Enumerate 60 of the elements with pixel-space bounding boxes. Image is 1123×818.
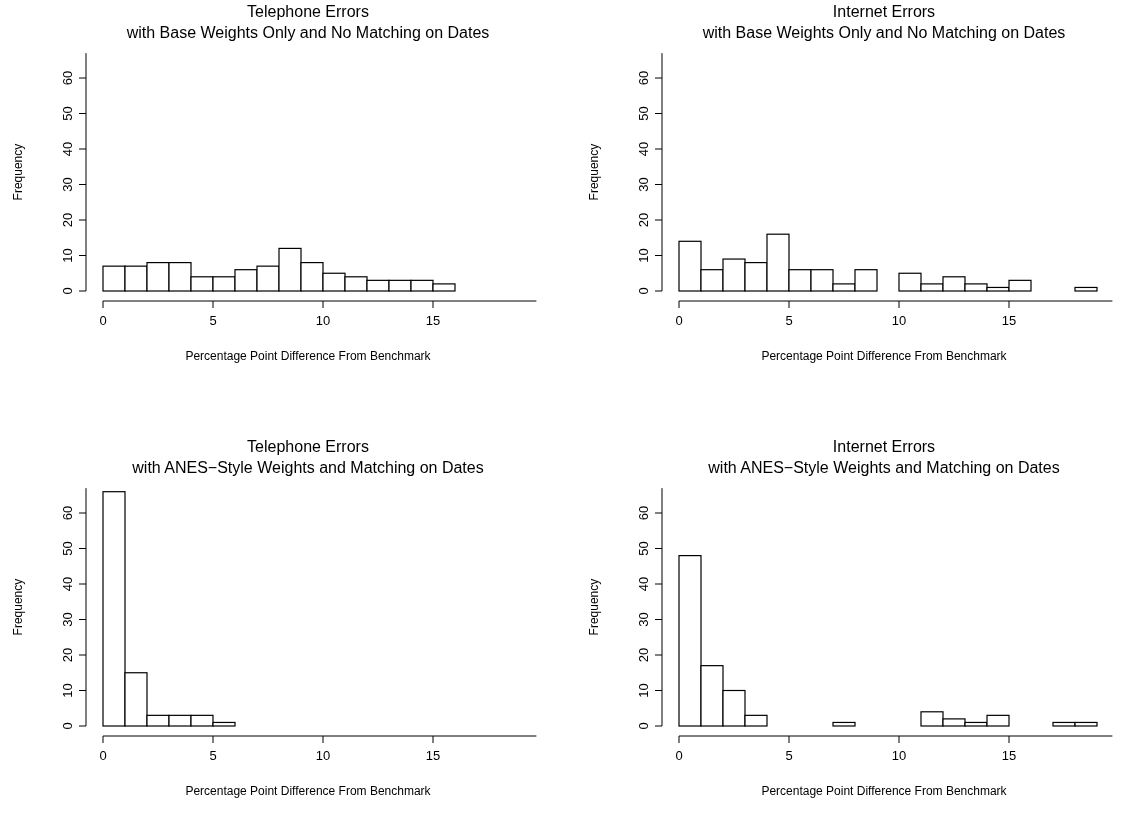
y-tick-label: 50 [636, 106, 651, 121]
y-tick-label: 0 [636, 287, 651, 295]
y-tick-label: 30 [60, 612, 75, 627]
chart-subtitle: with ANES−Style Weights and Matching on Dates [131, 459, 484, 476]
y-tick-label: 60 [636, 505, 651, 521]
x-tick-label: 5 [209, 313, 217, 328]
y-tick-label: 40 [636, 141, 651, 157]
chart-subtitle: with Base Weights Only and No Matching on Dates [701, 24, 1066, 41]
x-axis-title: Percentage Point Difference From Benchmark [185, 784, 432, 798]
y-tick-label: 20 [60, 647, 75, 663]
x-tick-label: 15 [1001, 313, 1017, 328]
y-axis-title: Frequency [11, 578, 25, 636]
x-tick-label: 15 [1001, 748, 1017, 763]
x-tick-label: 15 [425, 313, 441, 328]
y-tick-label: 60 [60, 70, 75, 86]
chart-title: Internet Errors [832, 3, 936, 20]
y-tick-label: 40 [60, 576, 75, 592]
x-tick-label: 10 [891, 313, 907, 328]
y-tick-label: 0 [60, 722, 75, 730]
x-tick-label: 5 [209, 748, 217, 763]
y-tick-label: 50 [60, 541, 75, 556]
y-tick-label: 60 [636, 70, 651, 86]
y-tick-label: 20 [636, 647, 651, 663]
x-tick-label: 10 [315, 748, 331, 763]
y-tick-label: 20 [60, 212, 75, 228]
x-tick-label: 0 [99, 313, 107, 328]
y-tick-label: 40 [60, 141, 75, 157]
y-tick-label: 30 [636, 177, 651, 192]
x-tick-label: 5 [785, 748, 793, 763]
y-tick-label: 0 [636, 722, 651, 730]
chart-title: Telephone Errors [247, 3, 369, 20]
y-tick-label: 50 [636, 541, 651, 556]
x-tick-label: 10 [315, 313, 331, 328]
y-tick-label: 50 [60, 106, 75, 121]
chart-title: Internet Errors [832, 438, 936, 455]
y-tick-label: 10 [636, 683, 651, 698]
y-tick-label: 60 [60, 505, 75, 521]
y-tick-label: 20 [636, 212, 651, 228]
y-axis-title: Frequency [587, 578, 601, 636]
y-tick-label: 10 [60, 683, 75, 698]
y-axis-title: Frequency [587, 143, 601, 201]
y-tick-label: 10 [636, 248, 651, 263]
x-axis-title: Percentage Point Difference From Benchmark [761, 784, 1008, 798]
y-tick-label: 0 [60, 287, 75, 295]
x-tick-label: 0 [675, 748, 683, 763]
y-tick-label: 10 [60, 248, 75, 263]
y-tick-label: 30 [60, 177, 75, 192]
x-tick-label: 15 [425, 748, 441, 763]
y-tick-label: 30 [636, 612, 651, 627]
x-axis-title: Percentage Point Difference From Benchmark [185, 349, 432, 363]
chart-subtitle: with Base Weights Only and No Matching on Dates [125, 24, 490, 41]
chart-title: Telephone Errors [247, 438, 369, 455]
x-tick-label: 5 [785, 313, 793, 328]
x-tick-label: 0 [99, 748, 107, 763]
y-axis-title: Frequency [11, 143, 25, 201]
x-tick-label: 10 [891, 748, 907, 763]
chart-subtitle: with ANES−Style Weights and Matching on Dates [707, 459, 1060, 476]
x-axis-title: Percentage Point Difference From Benchmark [761, 349, 1008, 363]
y-tick-label: 40 [636, 576, 651, 592]
x-tick-label: 0 [675, 313, 683, 328]
